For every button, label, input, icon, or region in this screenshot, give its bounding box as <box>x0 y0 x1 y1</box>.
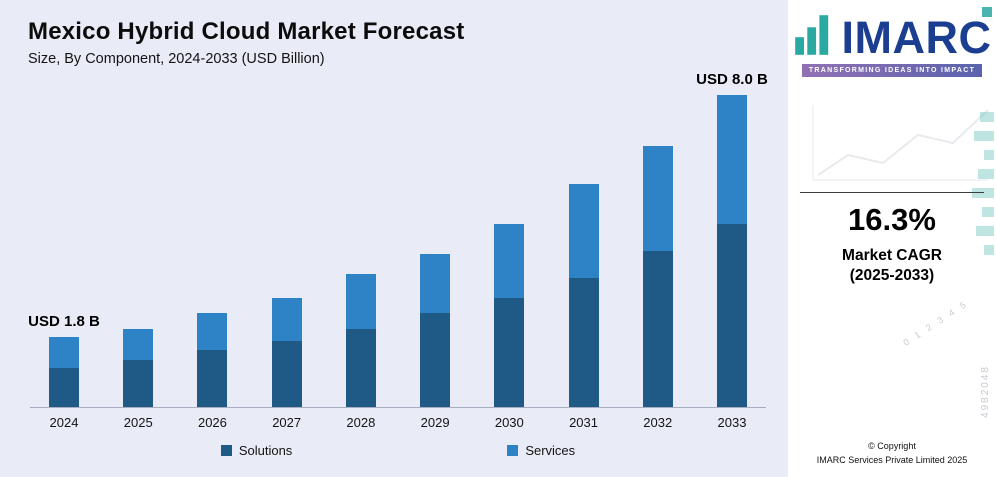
copyright-line1: © Copyright <box>868 441 916 452</box>
decor-teal-square <box>982 7 992 17</box>
bar-group-2033: USD 8.0 B <box>696 71 768 407</box>
bar-chart: USD 1.8 B USD 8.0 B <box>28 67 768 407</box>
imarc-tagline: TRANSFORMING IDEAS INTO IMPACT <box>801 64 983 77</box>
legend-label-solutions: Solutions <box>238 443 293 458</box>
cagr-value: 16.3% <box>848 202 936 237</box>
bar-segment-services-2024 <box>49 337 79 368</box>
bar-group-2026 <box>178 313 246 407</box>
x-axis-label-2026: 2026 <box>197 415 227 430</box>
legend-swatch-services <box>507 445 519 456</box>
copyright: © Copyright IMARC Services Private Limit… <box>788 440 996 468</box>
bar-segment-solutions-2025 <box>123 360 154 407</box>
decor-bar <box>976 226 994 236</box>
bar-group-2031 <box>550 184 618 407</box>
legend-swatch-solutions <box>220 445 232 456</box>
bar-segment-services-2031 <box>568 184 599 278</box>
copyright-line2: IMARC Services Private Limited 2025 <box>816 455 968 466</box>
bar-group-2029 <box>401 254 469 407</box>
bar-group-2027 <box>253 298 321 407</box>
bar-segment-solutions-2030 <box>494 298 525 407</box>
x-axis-label-2033: 2033 <box>717 415 747 430</box>
divider-line <box>800 192 984 193</box>
bar-2032 <box>642 146 673 407</box>
bar-segment-solutions-2031 <box>568 278 599 407</box>
decor-bar <box>982 207 994 217</box>
bar-2027 <box>271 298 302 407</box>
bar-segment-services-2028 <box>345 274 376 329</box>
bar-segment-solutions-2033 <box>716 224 747 407</box>
x-axis-label-2032: 2032 <box>643 415 673 430</box>
x-axis-label-2031: 2031 <box>569 415 598 430</box>
bar-group-2028 <box>327 274 395 407</box>
bar-2031 <box>568 184 599 407</box>
x-axis-line <box>30 407 766 408</box>
decor-bar <box>978 169 994 179</box>
bar-group-2024: USD 1.8 B <box>28 313 100 407</box>
bar-group-2030 <box>475 224 543 407</box>
decor-bar <box>972 188 994 198</box>
bar-segment-solutions-2028 <box>345 329 376 407</box>
legend-item-solutions: Solutions <box>220 443 293 458</box>
x-axis-label-2027: 2027 <box>272 415 302 430</box>
bar-segment-services-2030 <box>494 224 525 298</box>
bar-2030 <box>494 224 525 407</box>
bar-segment-solutions-2026 <box>197 350 228 407</box>
side-panel: IMARC TRANSFORMING IDEAS INTO IMPACT 16.… <box>788 0 996 477</box>
x-axis-label-2029: 2029 <box>420 415 450 430</box>
decor-bar <box>980 112 994 122</box>
bar-value-label-2024: USD 1.8 B <box>28 313 100 330</box>
x-axis-label-2024: 2024 <box>49 415 79 430</box>
bar-segment-services-2029 <box>420 254 451 313</box>
x-axis-label-2025: 2025 <box>123 415 153 430</box>
legend: Solutions Services <box>28 443 768 458</box>
bar-2026 <box>197 313 228 407</box>
x-axis-label-2030: 2030 <box>494 415 524 430</box>
bar-segment-services-2026 <box>197 313 228 350</box>
bar-2029 <box>420 254 451 407</box>
decor-sketch-chart <box>812 105 989 181</box>
chart-title: Mexico Hybrid Cloud Market Forecast <box>28 18 465 45</box>
x-axis-label-2028: 2028 <box>346 415 376 430</box>
bar-2028 <box>345 274 376 407</box>
bar-segment-services-2032 <box>642 146 673 251</box>
decor-bar <box>974 131 994 141</box>
imarc-logo-icon <box>794 15 828 55</box>
cagr-period: (2025-2033) <box>849 267 935 284</box>
legend-item-services: Services <box>507 443 575 458</box>
bar-segment-solutions-2024 <box>49 368 79 407</box>
imarc-logo: IMARC TRANSFORMING IDEAS INTO IMPACT <box>788 13 996 77</box>
decor-bar <box>984 245 994 255</box>
chart-section: Mexico Hybrid Cloud Market Forecast Size… <box>0 0 788 477</box>
decor-bar <box>984 150 994 160</box>
bar-2025 <box>123 329 154 407</box>
bar-segment-solutions-2029 <box>420 313 451 407</box>
bar-2033 <box>716 95 747 407</box>
bar-2024 <box>49 337 79 407</box>
bar-segment-services-2033 <box>716 95 747 224</box>
bar-segment-services-2025 <box>123 329 154 360</box>
bar-segment-solutions-2027 <box>271 341 302 407</box>
x-axis-labels: 2024 2025 2026 2027 2028 2029 2030 2031 2032 2033 <box>28 415 768 430</box>
bar-segment-solutions-2032 <box>642 251 673 407</box>
decor-digits-vertical: 4982048 <box>980 365 992 418</box>
bar-group-2025 <box>104 329 172 407</box>
decor-bar-pattern <box>972 112 994 255</box>
decor-digits-diagonal: 0 1 2 3 4 5 <box>901 298 971 348</box>
imarc-logo-text: IMARC <box>841 12 992 64</box>
cagr-label: Market CAGR <box>842 247 942 264</box>
chart-subtitle: Size, By Component, 2024-2033 (USD Billi… <box>28 51 325 67</box>
bar-value-label-2033: USD 8.0 B <box>696 71 768 88</box>
bar-group-2032 <box>624 146 692 407</box>
legend-label-services: Services <box>525 443 576 458</box>
bar-segment-services-2027 <box>271 298 302 341</box>
